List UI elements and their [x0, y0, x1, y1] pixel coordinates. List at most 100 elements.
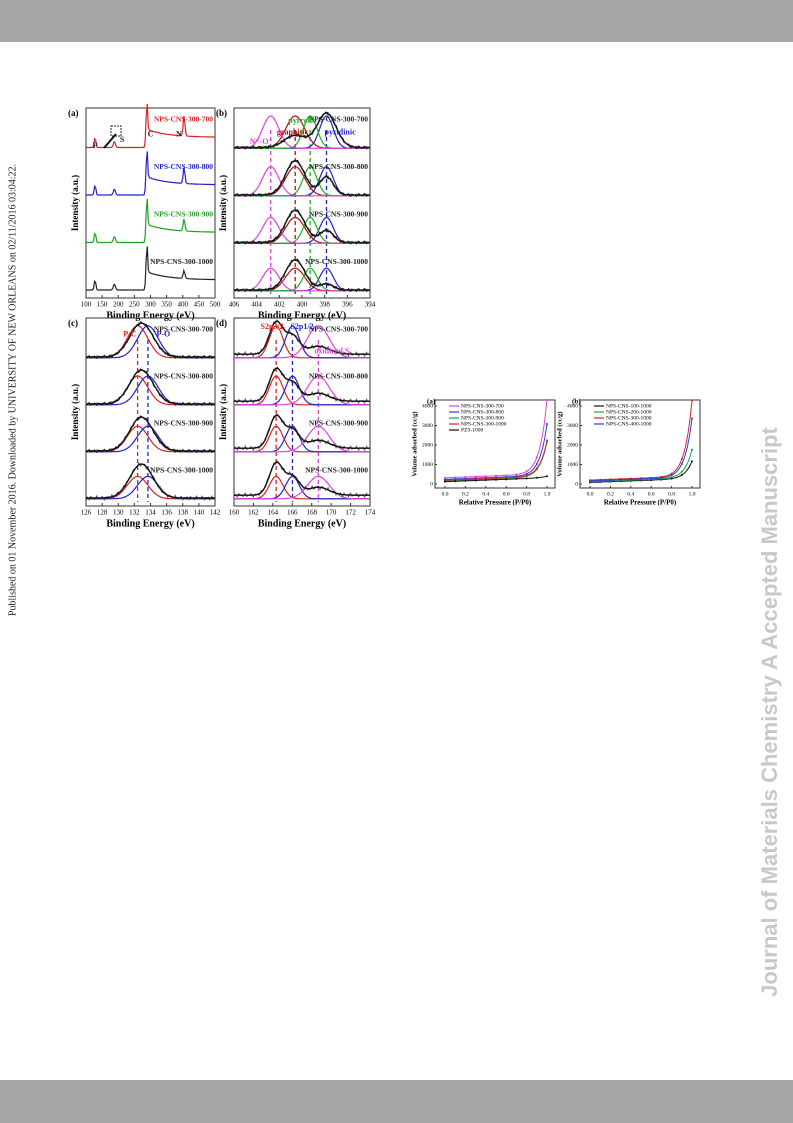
- y-axis-label: Intensity (a.u.): [218, 384, 228, 440]
- series-label: NPS-CNS-300-900: [154, 210, 213, 219]
- isotherm-point: [505, 474, 508, 477]
- isotherm-point: [680, 470, 683, 473]
- isotherm-point: [495, 477, 497, 480]
- x-tick-label: 400: [297, 301, 308, 309]
- peak-annotation: N⁺-O⁻: [250, 137, 273, 146]
- peak-annotation: P-O: [157, 330, 171, 339]
- legend-label: NPS-CNS-400-1000: [606, 421, 652, 427]
- envelope: [233, 208, 371, 245]
- panel-label: (b): [572, 398, 581, 406]
- isotherm-point: [535, 456, 538, 459]
- legend-label: NPS-CNS-300-1000: [606, 415, 652, 421]
- peak-annotation: oxidized S: [314, 347, 349, 356]
- legend-label: NPS-CNS-200-1000: [606, 409, 652, 415]
- y-tick-label: 0: [430, 481, 433, 487]
- fit-component: [234, 475, 370, 500]
- isotherm-point: [495, 478, 497, 481]
- peak-annotation: P-C: [123, 330, 137, 339]
- x-tick-label: 394: [365, 301, 376, 309]
- x-tick-label: 138: [178, 509, 189, 517]
- x-tick-label: 0.6: [503, 491, 510, 497]
- x-tick-label: 250: [129, 301, 140, 309]
- y-axis-label: Volume adsorbed (cc/g): [411, 411, 418, 476]
- spectrum: [86, 151, 216, 196]
- envelope: [233, 258, 371, 293]
- x-tick-label: 406: [229, 301, 240, 309]
- envelope: [234, 320, 370, 355]
- panel-label: (c): [68, 318, 78, 328]
- series-label: NPS-CNS-300-800: [154, 372, 213, 381]
- x-tick-label: 398: [319, 301, 330, 309]
- peak-annotation: S2p1/2: [290, 322, 313, 331]
- envelope: [233, 111, 371, 150]
- isotherm-point: [670, 472, 673, 475]
- x-tick-label: 0.0: [442, 491, 449, 497]
- x-tick-label: 134: [145, 509, 156, 517]
- x-axis-label: Relative Pressure (P/P0): [459, 499, 532, 507]
- x-tick-label: 168: [306, 509, 317, 517]
- y-axis-label: Volume adsorbed (cc/g): [556, 411, 563, 476]
- x-tick-label: 300: [145, 301, 156, 309]
- x-tick-label: 402: [274, 301, 285, 309]
- isotherm-point: [691, 448, 693, 451]
- x-tick-label: 150: [97, 301, 108, 309]
- x-tick-label: 1.0: [689, 491, 696, 497]
- x-tick-label: 164: [268, 509, 279, 517]
- envelope: [85, 415, 216, 454]
- panel-label: (a): [427, 398, 436, 406]
- isotherm-point: [474, 477, 477, 480]
- series-label: NPS-CNS-300-1000: [305, 257, 368, 266]
- isotherm-point: [444, 476, 446, 479]
- x-tick-label: 140: [194, 509, 205, 517]
- isotherm-point: [505, 478, 508, 481]
- y-tick-label: 1000: [567, 462, 578, 468]
- y-tick-label: 1000: [422, 462, 433, 468]
- header-bar: [0, 0, 793, 42]
- isotherm-point: [546, 439, 548, 442]
- y-axis-label: Intensity (a.u.): [70, 175, 80, 231]
- x-tick-label: 500: [210, 301, 221, 309]
- series-label: NPS-CNS-300-1000: [150, 466, 213, 475]
- fit-component: [234, 115, 370, 149]
- legend-label: NPS-CNS-300-800: [461, 409, 504, 415]
- isotherm: [589, 418, 693, 482]
- isotherm-point: [629, 478, 632, 481]
- x-tick-label: 162: [248, 509, 259, 517]
- footer-bar: [0, 1080, 793, 1123]
- x-axis-label: Binding Energy (eV): [106, 518, 194, 529]
- series-label: NPS-CNS-300-700: [154, 115, 213, 124]
- spectrum: [86, 103, 216, 149]
- isotherm-point: [444, 479, 446, 482]
- fit-component: [234, 216, 370, 244]
- series-label: NPS-CNS-300-900: [309, 210, 368, 219]
- series-label: NPS-CNS-300-700: [154, 325, 213, 334]
- x-tick-label: 0.0: [587, 491, 594, 497]
- fit-component: [234, 375, 370, 406]
- isotherm-point: [670, 474, 673, 477]
- plot-frame: [434, 399, 556, 489]
- isotherm-point: [670, 476, 673, 479]
- x-tick-label: 396: [342, 301, 353, 309]
- isotherm-point: [505, 476, 508, 479]
- isotherm-point: [589, 479, 591, 482]
- peak-annotation: S: [120, 135, 125, 144]
- isotherm-point: [546, 475, 548, 478]
- peak-annotation: graphitic: [277, 128, 309, 137]
- watermark: Journal of Materials Chemistry A Accepte…: [757, 426, 782, 996]
- panel-label: (b): [216, 108, 227, 118]
- peak-annotation: pyridinic: [325, 128, 357, 137]
- fit-component: [234, 166, 370, 197]
- x-tick-label: 100: [81, 301, 92, 309]
- isotherm-point: [484, 475, 487, 478]
- isotherm-point: [454, 478, 457, 481]
- y-tick-label: 3000: [422, 423, 433, 429]
- y-tick-label: 3000: [567, 423, 578, 429]
- isotherm-point: [691, 399, 693, 402]
- y-tick-label: 4000: [422, 403, 433, 409]
- x-tick-label: 0.4: [482, 491, 489, 497]
- fit-component: [86, 325, 215, 359]
- series-label: NPS-CNS-300-800: [309, 162, 368, 171]
- isotherm-point: [484, 477, 487, 480]
- isotherm-point: [525, 470, 528, 473]
